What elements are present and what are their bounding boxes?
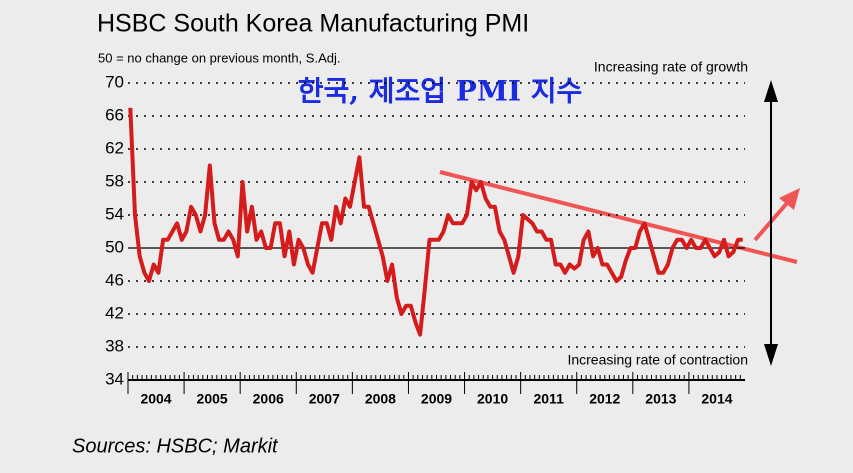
y-tick-label: 42 bbox=[105, 303, 124, 322]
y-tick-label: 34 bbox=[105, 369, 124, 388]
annotation: Increasing rate of growth bbox=[594, 59, 748, 75]
y-tick-label: 58 bbox=[105, 171, 124, 190]
arrow-head bbox=[764, 344, 778, 366]
x-tick-label: 2011 bbox=[533, 391, 564, 407]
x-tick-label: 2006 bbox=[253, 391, 284, 407]
x-tick-label: 2005 bbox=[197, 391, 228, 407]
x-tick-label: 2007 bbox=[309, 391, 340, 407]
x-tick-label: 2009 bbox=[421, 391, 452, 407]
arrow-head bbox=[779, 188, 800, 210]
y-tick-label: 54 bbox=[105, 204, 124, 223]
korean-caption: 한국, 제조업 PMI 지수 bbox=[298, 75, 582, 108]
y-tick-label: 62 bbox=[105, 138, 124, 157]
trend-line bbox=[439, 170, 798, 264]
y-tick-label: 70 bbox=[105, 72, 124, 91]
x-tick-label: 2013 bbox=[645, 391, 676, 407]
y-tick-label: 66 bbox=[105, 105, 124, 124]
x-tick-label: 2004 bbox=[140, 391, 171, 407]
y-tick-label: 38 bbox=[105, 336, 124, 355]
chart-title: HSBC South Korea Manufacturing PMI bbox=[97, 10, 529, 38]
subtitle: 50 = no change on previous month, S.Adj. bbox=[98, 50, 340, 65]
x-tick-label: 2008 bbox=[365, 391, 396, 407]
x-tick-label: 2012 bbox=[589, 391, 620, 407]
y-tick-label: 50 bbox=[105, 237, 124, 256]
x-tick-label: 2014 bbox=[701, 391, 732, 407]
x-tick-label: 2010 bbox=[477, 391, 508, 407]
arrow-head bbox=[764, 80, 778, 102]
line-series bbox=[128, 107, 743, 337]
annotation: Increasing rate of contraction bbox=[567, 352, 748, 368]
source: Sources: HSBC; Markit bbox=[72, 435, 279, 457]
y-tick-label: 46 bbox=[105, 270, 124, 289]
